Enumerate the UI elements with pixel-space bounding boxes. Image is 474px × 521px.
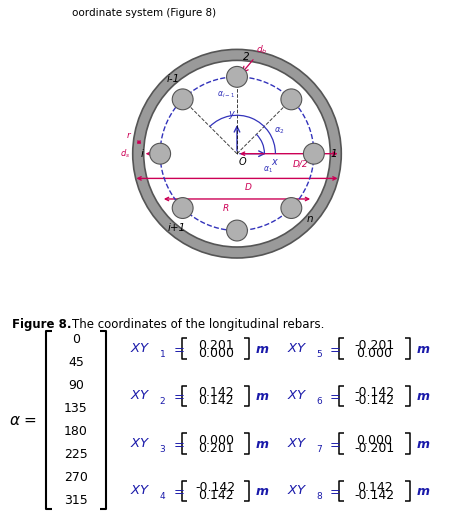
Text: $\boldsymbol{m}$: $\boldsymbol{m}$: [416, 438, 430, 451]
Text: $=$: $=$: [327, 437, 341, 450]
Text: 6: 6: [316, 398, 322, 406]
Text: 90: 90: [68, 379, 84, 392]
Text: 0.142: 0.142: [198, 394, 234, 407]
Text: i-1: i-1: [167, 75, 180, 84]
Text: 0.201: 0.201: [198, 339, 234, 352]
Text: $=$: $=$: [327, 485, 341, 498]
Text: 0.201: 0.201: [198, 442, 234, 455]
Circle shape: [144, 60, 330, 247]
Text: R: R: [223, 204, 229, 213]
Text: O: O: [238, 157, 246, 167]
Text: 45: 45: [68, 356, 84, 369]
Text: 3: 3: [160, 445, 165, 454]
Text: $\boldsymbol{m}$: $\boldsymbol{m}$: [255, 438, 269, 451]
Text: -0.201: -0.201: [355, 442, 394, 455]
Text: $\mathit{XY}$: $\mathit{XY}$: [287, 485, 307, 498]
Text: $=$: $=$: [327, 342, 341, 355]
Text: -0.142: -0.142: [196, 481, 236, 494]
Text: 0.142: 0.142: [198, 489, 234, 502]
Text: -0.142: -0.142: [355, 394, 394, 407]
Text: x: x: [271, 157, 277, 167]
Circle shape: [281, 89, 302, 110]
Text: $\boldsymbol{m}$: $\boldsymbol{m}$: [416, 485, 430, 498]
Text: $=$: $=$: [327, 389, 341, 402]
Text: $\mathit{XY}$: $\mathit{XY}$: [287, 342, 307, 355]
Text: $\alpha_{i-1}$: $\alpha_{i-1}$: [217, 90, 235, 100]
Text: $\boldsymbol{m}$: $\boldsymbol{m}$: [416, 390, 430, 403]
Text: $\boldsymbol{m}$: $\boldsymbol{m}$: [255, 342, 269, 355]
Text: 225: 225: [64, 448, 88, 461]
Text: 180: 180: [64, 425, 88, 438]
Text: 1: 1: [160, 350, 165, 359]
Text: $=$: $=$: [171, 389, 185, 402]
Text: $\alpha_1$: $\alpha_1$: [263, 164, 273, 175]
Text: 0.000: 0.000: [198, 346, 234, 359]
Circle shape: [133, 49, 341, 258]
Text: 270: 270: [64, 471, 88, 484]
Text: The coordinates of the longitudinal rebars.: The coordinates of the longitudinal reba…: [72, 318, 324, 331]
Text: 1: 1: [330, 148, 337, 159]
Text: 2: 2: [160, 398, 165, 406]
Text: $\mathit{XY}$: $\mathit{XY}$: [130, 437, 151, 450]
Circle shape: [172, 89, 193, 110]
Text: 4: 4: [160, 492, 165, 502]
Text: $\alpha$ =: $\alpha$ =: [9, 413, 36, 428]
Text: $=$: $=$: [171, 485, 185, 498]
Text: -0.201: -0.201: [355, 339, 394, 352]
Text: -0.142: -0.142: [355, 386, 394, 399]
Text: $\boldsymbol{m}$: $\boldsymbol{m}$: [255, 390, 269, 403]
Text: 7: 7: [316, 445, 322, 454]
Text: $\boldsymbol{m}$: $\boldsymbol{m}$: [416, 342, 430, 355]
Text: 315: 315: [64, 494, 88, 507]
Text: $\mathit{XY}$: $\mathit{XY}$: [130, 342, 151, 355]
Circle shape: [303, 143, 324, 164]
Text: 135: 135: [64, 402, 88, 415]
Text: $=$: $=$: [171, 342, 185, 355]
Text: 0: 0: [72, 333, 80, 346]
Text: $d_b$: $d_b$: [256, 44, 268, 56]
Text: r: r: [126, 131, 130, 140]
Circle shape: [172, 197, 193, 218]
Text: y: y: [228, 109, 234, 119]
Text: $\alpha_2$: $\alpha_2$: [274, 126, 285, 136]
Text: 2: 2: [243, 52, 249, 62]
Text: $\mathit{XY}$: $\mathit{XY}$: [130, 389, 151, 402]
Text: 0.142: 0.142: [356, 481, 392, 494]
Text: D: D: [245, 183, 251, 192]
Text: 5: 5: [316, 350, 322, 359]
Text: 0.000: 0.000: [356, 433, 392, 446]
Text: $d_s$: $d_s$: [120, 147, 130, 160]
Text: Figure 8.: Figure 8.: [12, 318, 72, 331]
Text: 0.000: 0.000: [198, 433, 234, 446]
Text: i+1: i+1: [167, 223, 185, 233]
Text: n: n: [306, 214, 313, 224]
Text: -0.142: -0.142: [355, 489, 394, 502]
Text: i: i: [141, 148, 144, 159]
Text: $=$: $=$: [171, 437, 185, 450]
Text: oordinate system (Figure 8): oordinate system (Figure 8): [73, 8, 217, 18]
Text: $\mathit{XY}$: $\mathit{XY}$: [130, 485, 151, 498]
Text: 8: 8: [316, 492, 322, 502]
Text: $\boldsymbol{m}$: $\boldsymbol{m}$: [255, 485, 269, 498]
Text: $\mathit{XY}$: $\mathit{XY}$: [287, 389, 307, 402]
Circle shape: [227, 220, 247, 241]
Text: D/2: D/2: [292, 160, 308, 169]
Text: 0.000: 0.000: [356, 346, 392, 359]
Text: $\mathit{XY}$: $\mathit{XY}$: [287, 437, 307, 450]
Text: 0.142: 0.142: [198, 386, 234, 399]
Circle shape: [281, 197, 302, 218]
Circle shape: [227, 66, 247, 88]
Circle shape: [150, 143, 171, 164]
